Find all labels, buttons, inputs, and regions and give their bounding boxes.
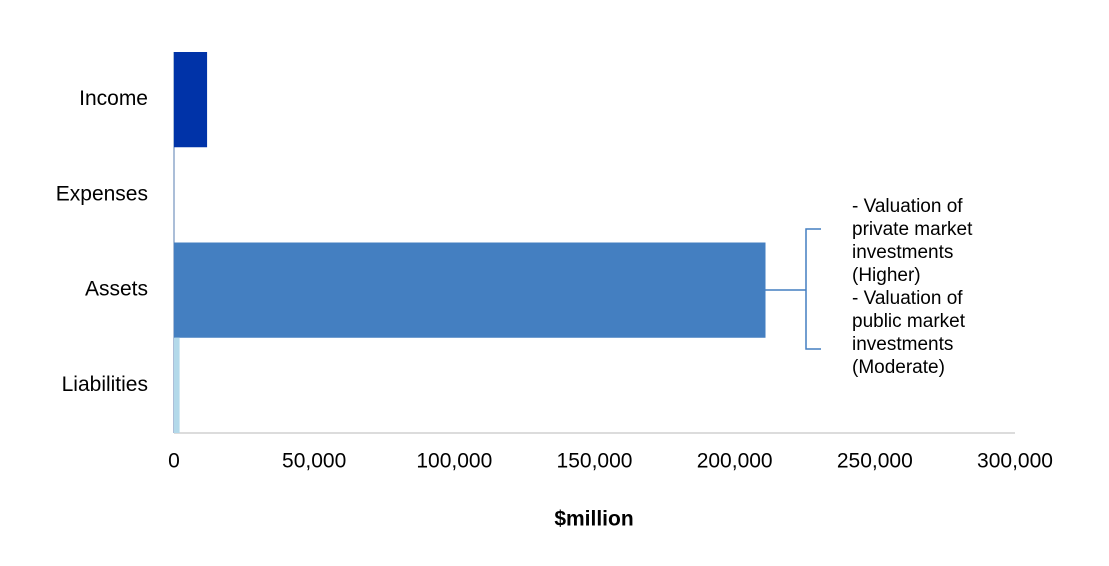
x-tick-label: 0 <box>168 450 180 473</box>
y-tick-label: Expenses <box>56 182 148 205</box>
annotation-text: public market <box>852 311 966 332</box>
annotation-text: (Moderate) <box>852 357 945 378</box>
x-tick-label: 250,000 <box>837 450 913 473</box>
x-tick-label: 50,000 <box>282 450 346 473</box>
bar <box>174 337 180 433</box>
annotation-bracket <box>765 228 821 350</box>
x-tick-label: 100,000 <box>416 450 492 473</box>
annotation-text: private market <box>852 219 973 240</box>
annotation-text: - Valuation of <box>852 288 963 309</box>
bar <box>174 242 766 338</box>
y-tick-label: Liabilities <box>62 373 148 396</box>
annotation-text: (Higher) <box>852 265 921 286</box>
y-tick-label: Income <box>79 87 148 110</box>
x-tick-label: 150,000 <box>557 450 633 473</box>
y-tick-label: Assets <box>85 278 148 301</box>
annotation-text: - Valuation of <box>852 196 963 217</box>
x-axis-title: $million <box>554 508 633 531</box>
annotation-text: investments <box>852 242 953 263</box>
annotation-text: investments <box>852 334 953 355</box>
x-tick-label: 200,000 <box>697 450 773 473</box>
x-tick-label: 300,000 <box>977 450 1053 473</box>
bar <box>174 52 208 148</box>
